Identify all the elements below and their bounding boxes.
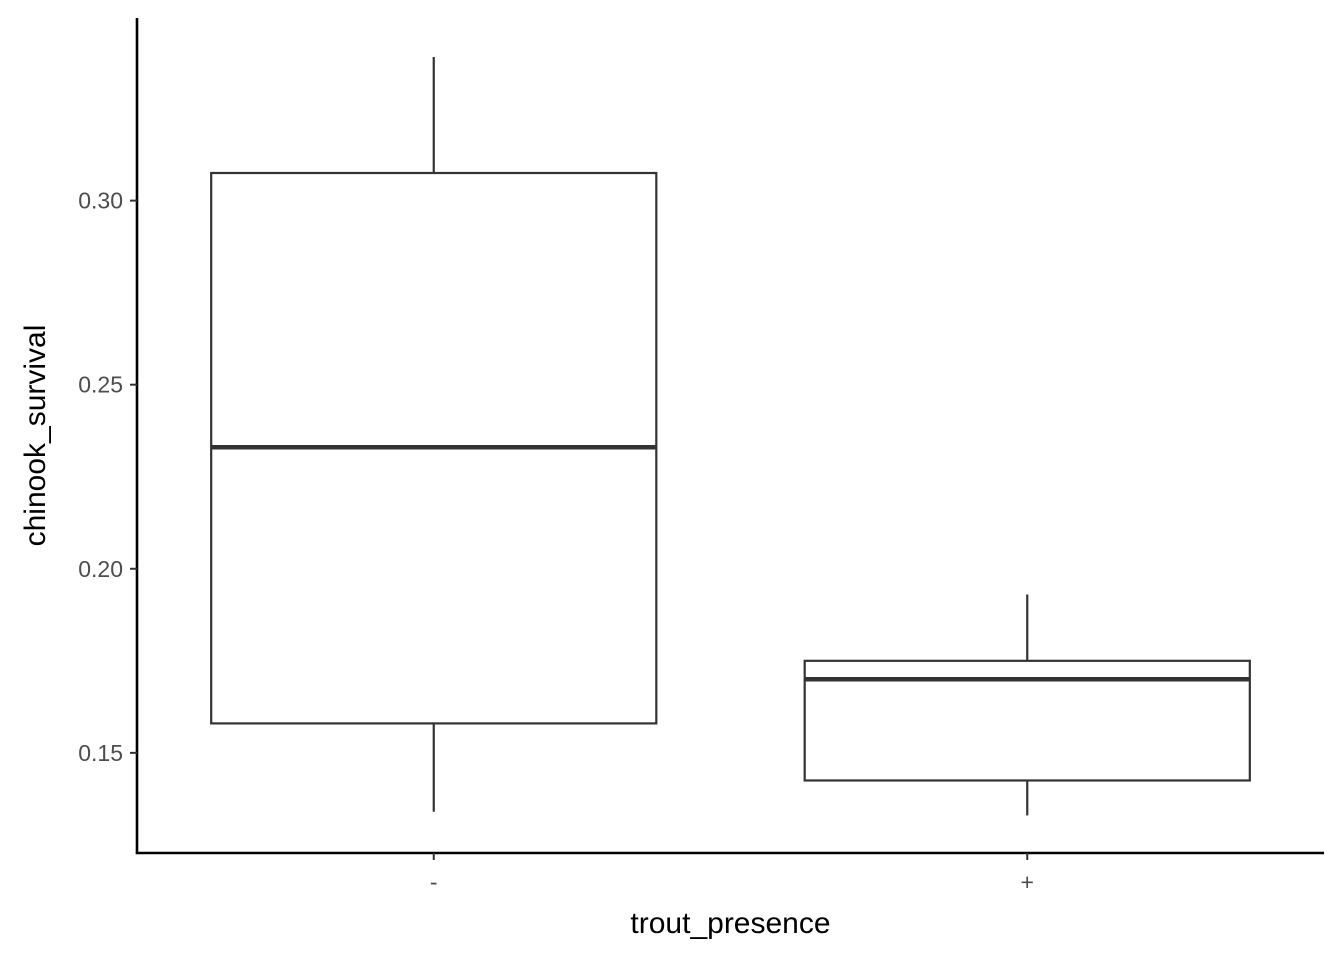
y-tick-label: 0.15 [78, 740, 123, 766]
x-axis-ticks: - + [430, 853, 1034, 895]
x-tick-label: - [430, 869, 438, 895]
x-tick-label: + [1021, 869, 1034, 895]
plot-area [210, 57, 1251, 816]
y-tick-label: 0.30 [78, 188, 123, 214]
box-1 [210, 57, 658, 812]
y-tick-label: 0.25 [78, 372, 123, 398]
x-axis-title: trout_presence [630, 907, 830, 940]
box-2 [803, 594, 1251, 816]
y-tick-label: 0.20 [78, 556, 123, 582]
y-axis-ticks: 0.15 0.20 0.25 0.30 [78, 188, 137, 766]
y-axis-title: chinook_survival [19, 325, 52, 547]
